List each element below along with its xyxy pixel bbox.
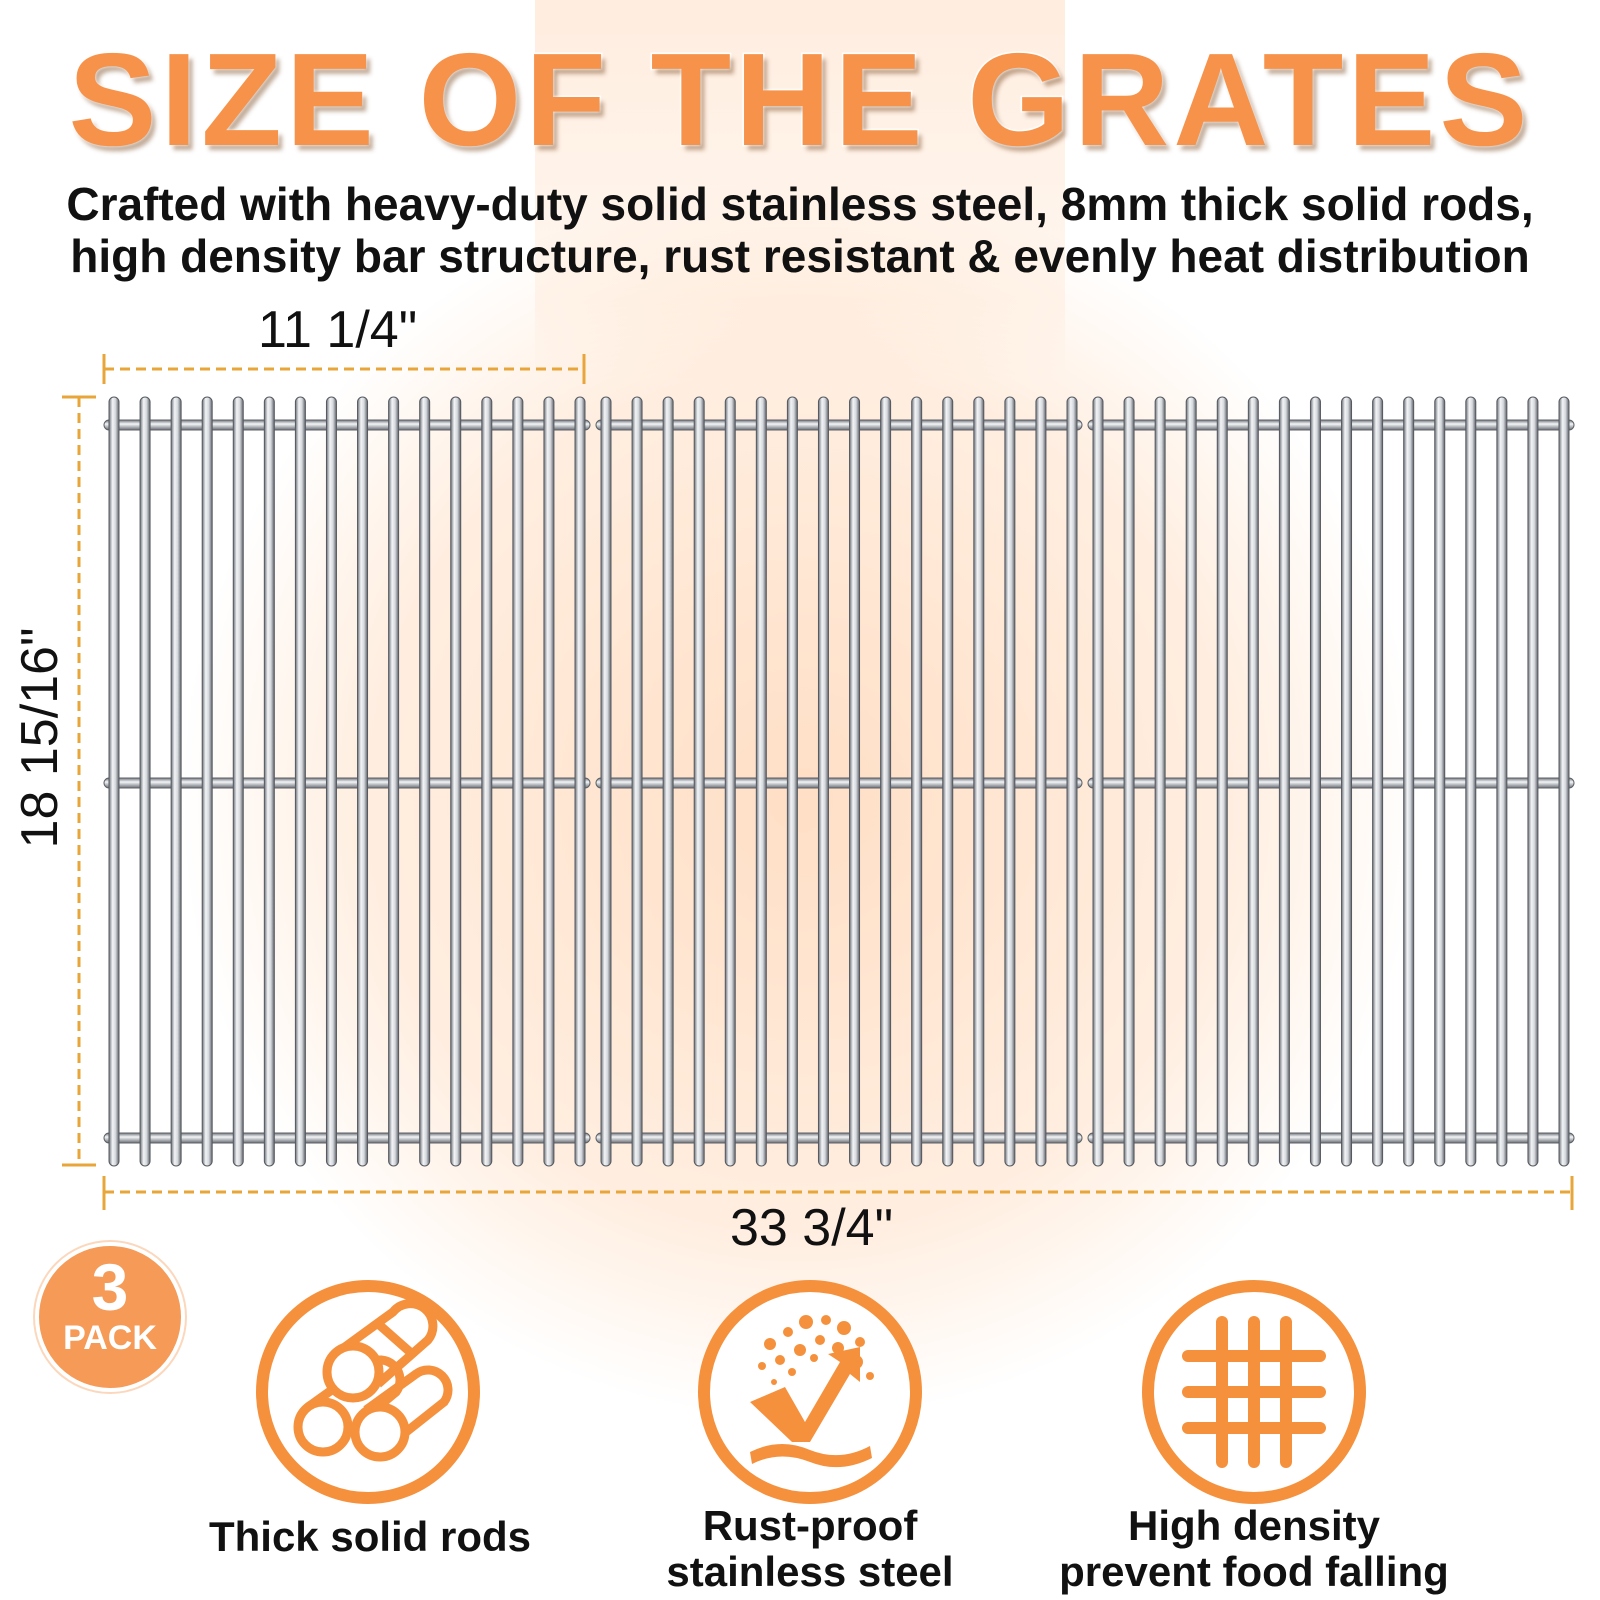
grate-rod	[786, 396, 798, 1167]
feature-rust-proof-label: Rust-proof stainless steel	[600, 1503, 1020, 1595]
grate-rod	[911, 396, 923, 1167]
grate-2	[595, 396, 1083, 1167]
feature-high-density	[1142, 1280, 1366, 1504]
pack-label: PACK	[63, 1319, 157, 1357]
grate-rod	[1309, 396, 1321, 1167]
rods-icon	[293, 1299, 453, 1462]
grate-rod	[1092, 396, 1104, 1167]
feature-rods-label: Thick solid rods	[208, 1513, 532, 1560]
grate-rod	[849, 396, 861, 1167]
feature-rust-proof	[698, 1280, 922, 1504]
grate-rod	[1558, 396, 1570, 1167]
grate-rod	[662, 396, 674, 1167]
pack-badge: 3 PACK	[35, 1242, 185, 1392]
width-dimension-label: 11 1/4"	[258, 301, 418, 359]
grates-group	[103, 396, 1575, 1167]
cross-bar	[595, 777, 1083, 789]
dimension-lines	[62, 354, 1574, 1210]
grate-rod	[1035, 396, 1047, 1167]
page-title: SIZE OF THE GRATES	[67, 26, 1532, 173]
rust-proof-icon	[750, 1315, 874, 1468]
cross-bar	[1087, 1132, 1575, 1144]
grate-rod	[1066, 396, 1078, 1167]
grate-rod	[232, 396, 244, 1167]
feature-rust-proof-label-line-2: stainless steel	[666, 1548, 954, 1595]
grate-rod	[1185, 396, 1197, 1167]
grate-rod	[325, 396, 337, 1167]
grate-rod	[1278, 396, 1290, 1167]
grate-rod	[880, 396, 892, 1167]
grate-rod	[450, 396, 462, 1167]
grate-rod	[108, 396, 120, 1167]
cross-bar	[595, 419, 1083, 431]
grate-rod	[388, 396, 400, 1167]
total-width-dimension-label: 33 3/4"	[730, 1199, 894, 1257]
grate-rod	[1527, 396, 1539, 1167]
grate-rod	[1372, 396, 1384, 1167]
grate-rod	[1123, 396, 1135, 1167]
grate-rod	[1465, 396, 1477, 1167]
feature-high-density-label: High density prevent food falling	[1044, 1503, 1464, 1595]
cross-bar	[595, 1132, 1083, 1144]
feature-rods	[256, 1280, 480, 1504]
grate-rod	[693, 396, 705, 1167]
grate-rod	[574, 396, 586, 1167]
grate-rod	[1247, 396, 1259, 1167]
grate-rod	[357, 396, 369, 1167]
grate-rod	[600, 396, 612, 1167]
grate-rod	[1341, 396, 1353, 1167]
grate-rod	[419, 396, 431, 1167]
subtitle-line-1: Crafted with heavy-duty solid stainless …	[66, 178, 1534, 230]
grate-rod	[512, 396, 524, 1167]
cross-bar	[1087, 777, 1575, 789]
grate-rod	[170, 396, 182, 1167]
grate-rod	[294, 396, 306, 1167]
grate-rod	[942, 396, 954, 1167]
grate-rod	[263, 396, 275, 1167]
grid-icon	[1182, 1316, 1326, 1468]
grate-1	[103, 396, 591, 1167]
cross-bar	[103, 777, 591, 789]
grate-rod	[1403, 396, 1415, 1167]
grate-rod	[755, 396, 767, 1167]
grate-rod	[1004, 396, 1016, 1167]
feature-high-density-label-line-2: prevent food falling	[1059, 1548, 1449, 1595]
grate-rod	[631, 396, 643, 1167]
grate-rod	[1496, 396, 1508, 1167]
grate-3	[1087, 396, 1575, 1167]
feature-rust-proof-label-line-1: Rust-proof	[702, 1502, 918, 1549]
grate-rod	[201, 396, 213, 1167]
grate-rod	[817, 396, 829, 1167]
feature-high-density-label-line-1: High density	[1127, 1502, 1381, 1549]
grate-rod	[481, 396, 493, 1167]
pack-number: 3	[91, 1250, 129, 1324]
cross-bar	[103, 1132, 591, 1144]
grate-rod	[139, 396, 151, 1167]
cross-bar	[103, 419, 591, 431]
grate-rod	[1434, 396, 1446, 1167]
height-dimension-label: 18 15/16"	[11, 627, 69, 849]
subtitle-line-2: high density bar structure, rust resista…	[70, 230, 1530, 282]
subtitle: Crafted with heavy-duty solid stainless …	[0, 178, 1600, 282]
grate-rod	[724, 396, 736, 1167]
grate-rod	[1154, 396, 1166, 1167]
grate-rod	[973, 396, 985, 1167]
cross-bar	[1087, 419, 1575, 431]
grate-rod	[543, 396, 555, 1167]
grate-rod	[1216, 396, 1228, 1167]
